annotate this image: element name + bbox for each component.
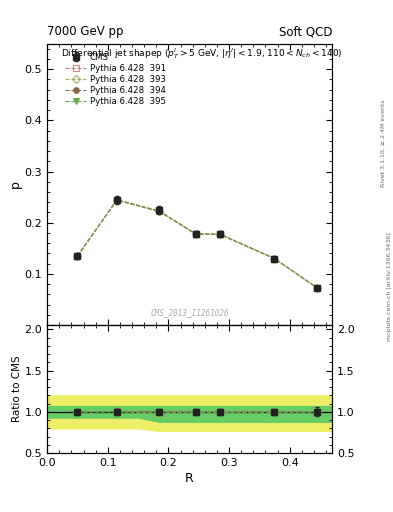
- Pythia 6.428  391: [272, 255, 277, 262]
- Text: 7000 GeV pp: 7000 GeV pp: [47, 26, 124, 38]
- Text: Rivet 3.1.10, ≥ 2.4M events: Rivet 3.1.10, ≥ 2.4M events: [381, 99, 386, 187]
- Text: mcplots.cern.ch [arXiv:1306.3436]: mcplots.cern.ch [arXiv:1306.3436]: [387, 232, 392, 341]
- Text: Soft QCD: Soft QCD: [279, 26, 332, 38]
- Pythia 6.428  393: [314, 285, 319, 291]
- Y-axis label: Ratio to CMS: Ratio to CMS: [12, 356, 22, 422]
- X-axis label: R: R: [185, 472, 194, 485]
- Pythia 6.428  394: [272, 255, 277, 262]
- Pythia 6.428  393: [272, 255, 277, 262]
- Pythia 6.428  395: [157, 208, 162, 215]
- Pythia 6.428  391: [75, 253, 80, 259]
- Pythia 6.428  395: [193, 231, 198, 237]
- Pythia 6.428  394: [314, 285, 319, 291]
- Line: Pythia 6.428  395: Pythia 6.428 395: [75, 198, 320, 290]
- Line: Pythia 6.428  394: Pythia 6.428 394: [75, 197, 320, 290]
- Pythia 6.428  395: [272, 255, 277, 262]
- Pythia 6.428  391: [314, 285, 319, 291]
- Pythia 6.428  394: [193, 231, 198, 237]
- Y-axis label: p: p: [9, 180, 22, 188]
- Pythia 6.428  394: [114, 197, 119, 203]
- Pythia 6.428  391: [114, 197, 119, 203]
- Text: Differential jet shapep ($p_T^l>5$ GeV, $|\eta^l|<1.9$, $110<N_{ch}<140$): Differential jet shapep ($p_T^l>5$ GeV, …: [61, 47, 343, 61]
- Pythia 6.428  394: [75, 253, 80, 259]
- Pythia 6.428  395: [218, 231, 222, 238]
- Pythia 6.428  394: [218, 231, 222, 237]
- Pythia 6.428  393: [157, 208, 162, 215]
- Pythia 6.428  393: [218, 231, 222, 238]
- Legend: CMS, Pythia 6.428  391, Pythia 6.428  393, Pythia 6.428  394, Pythia 6.428  395: CMS, Pythia 6.428 391, Pythia 6.428 393,…: [61, 49, 169, 110]
- Pythia 6.428  395: [75, 253, 80, 259]
- Line: Pythia 6.428  393: Pythia 6.428 393: [75, 198, 320, 290]
- Pythia 6.428  395: [114, 197, 119, 203]
- Pythia 6.428  391: [157, 208, 162, 215]
- Pythia 6.428  391: [193, 231, 198, 237]
- Pythia 6.428  393: [114, 197, 119, 203]
- Pythia 6.428  393: [193, 231, 198, 237]
- Text: CMS_2013_I1261026: CMS_2013_I1261026: [150, 308, 229, 316]
- Line: Pythia 6.428  391: Pythia 6.428 391: [75, 198, 320, 290]
- Pythia 6.428  393: [75, 253, 80, 259]
- Pythia 6.428  395: [314, 285, 319, 291]
- Pythia 6.428  394: [157, 208, 162, 214]
- Pythia 6.428  391: [218, 231, 222, 238]
